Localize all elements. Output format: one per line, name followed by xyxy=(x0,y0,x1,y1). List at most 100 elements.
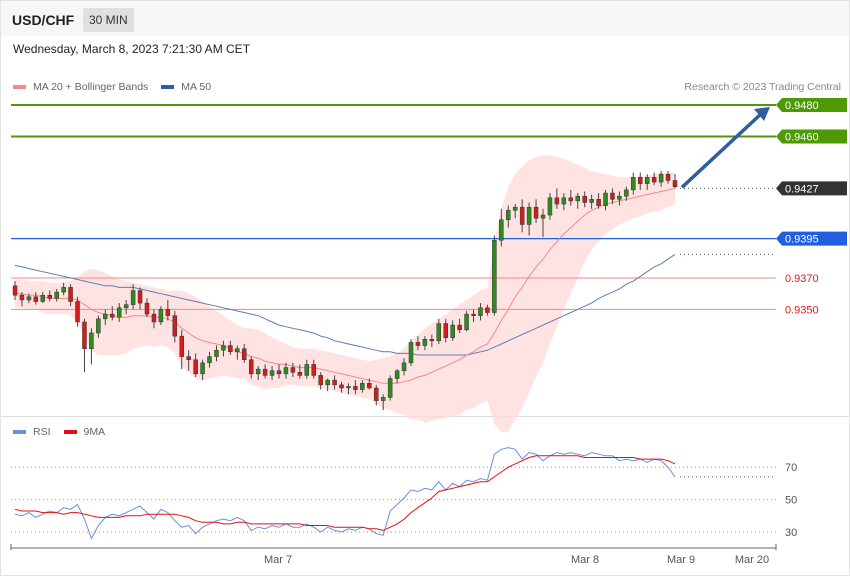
candle-body xyxy=(624,189,629,197)
candle-body xyxy=(638,177,643,184)
timeframe-button[interactable]: 30 MIN xyxy=(83,8,134,32)
rsi-legend: RSI 9MA xyxy=(13,426,105,438)
candle-body xyxy=(478,307,483,316)
symbol-title: USD/CHF xyxy=(12,12,75,28)
candle-body xyxy=(631,177,636,191)
candle-body xyxy=(311,364,316,376)
candle-body xyxy=(262,368,268,376)
candle-body xyxy=(179,335,184,357)
candle-body xyxy=(589,199,594,203)
candle-body xyxy=(290,367,296,373)
candle-body xyxy=(214,350,219,357)
candle-body xyxy=(519,206,525,225)
rsi-tick-label: 50 xyxy=(785,495,797,507)
candle-body xyxy=(422,339,428,346)
rsi-ma-line xyxy=(14,455,676,531)
candle-body xyxy=(353,386,358,390)
price-label: 0.9395 xyxy=(785,234,819,246)
candle-body xyxy=(367,383,372,389)
ma50-line xyxy=(14,253,676,356)
candle-body xyxy=(248,359,254,375)
candle-body xyxy=(207,356,212,364)
candle-body xyxy=(221,345,226,351)
candle-body xyxy=(596,199,601,206)
candle-body xyxy=(172,315,178,337)
price-label: 0.9427 xyxy=(785,183,819,195)
candle-body xyxy=(82,321,87,349)
candle-body xyxy=(123,304,129,309)
candle-body xyxy=(158,309,164,323)
candle-body xyxy=(485,307,490,313)
rsi-legend-label: RSI xyxy=(33,426,51,438)
ma50-legend-swatch xyxy=(161,85,175,89)
candle-body xyxy=(408,342,414,364)
candle-body xyxy=(464,313,469,331)
datetime-label: Wednesday, March 8, 2023 7:21:30 AM CET xyxy=(13,42,251,56)
candle-body xyxy=(165,309,171,316)
candle-body xyxy=(374,387,379,401)
candle-body xyxy=(512,206,518,211)
price-tag-resistance xyxy=(776,98,847,113)
candle-body xyxy=(658,173,664,183)
candle-body xyxy=(644,177,650,184)
rsi-legend-swatch xyxy=(13,430,26,434)
candle-body xyxy=(89,332,94,349)
rsi-tick-label: 30 xyxy=(785,527,797,539)
candle-body xyxy=(360,383,365,390)
candle-body xyxy=(33,296,39,302)
rsi-line xyxy=(14,447,676,540)
forecast-arrow-shaft xyxy=(680,111,764,189)
ma50-legend-label: MA 50 xyxy=(181,81,212,93)
candle-body xyxy=(346,386,351,389)
rsi-tick-label: 70 xyxy=(785,462,797,474)
candle-body xyxy=(228,345,233,353)
candle-body xyxy=(75,301,80,323)
rsi-ma-legend-label: 9MA xyxy=(83,426,106,438)
candle-body xyxy=(96,318,101,334)
ma20-legend-label: MA 20 + Bollinger Bands xyxy=(33,81,149,93)
candle-body xyxy=(499,219,504,241)
candle-body xyxy=(283,367,289,375)
candle-body xyxy=(12,285,18,296)
candle-body xyxy=(103,313,108,320)
candle-body xyxy=(394,370,400,379)
candle-body xyxy=(617,195,622,200)
candle-body xyxy=(242,348,247,360)
candle-body xyxy=(540,214,546,219)
candle-body xyxy=(665,173,671,181)
candle-body xyxy=(193,359,198,375)
x-tick-label: Mar 7 xyxy=(264,554,292,566)
candle-body xyxy=(651,177,657,183)
candle-body xyxy=(339,384,344,389)
candle-body xyxy=(429,339,435,342)
price-label: 0.9350 xyxy=(785,304,819,316)
candle-body xyxy=(554,197,560,205)
candle-body xyxy=(200,362,205,375)
candle-body xyxy=(471,313,476,316)
candle-body xyxy=(436,323,442,342)
candle-body xyxy=(269,370,275,376)
candle-body xyxy=(568,197,574,202)
candle-body xyxy=(130,290,136,305)
ma20-line xyxy=(15,187,676,384)
candle-body xyxy=(443,323,448,338)
candle-body xyxy=(415,342,421,346)
x-tick-label: Mar 8 xyxy=(571,554,599,566)
candle-body xyxy=(457,324,462,331)
x-tick-label: Mar 9 xyxy=(667,554,695,566)
candle-body xyxy=(533,206,539,219)
candle-body xyxy=(325,379,330,386)
candle-body xyxy=(54,291,59,299)
candle-body xyxy=(492,239,497,313)
candle-body xyxy=(68,287,73,302)
candle-body xyxy=(19,294,25,301)
price-label: 0.9370 xyxy=(785,273,819,285)
candle-body xyxy=(561,197,567,205)
candle-body xyxy=(582,195,587,203)
candle-body xyxy=(186,356,191,360)
candle-body xyxy=(547,197,553,216)
candle-body xyxy=(380,397,386,401)
main-legend: MA 20 + Bollinger Bands MA 50 xyxy=(13,81,211,93)
candle-body xyxy=(401,362,407,371)
candle-body xyxy=(450,324,455,338)
